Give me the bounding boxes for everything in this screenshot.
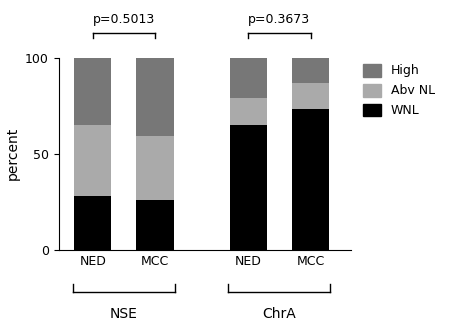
Bar <box>292 58 329 83</box>
Text: p=0.3673: p=0.3673 <box>248 13 310 26</box>
Legend: High, Abv NL, WNL: High, Abv NL, WNL <box>363 64 435 117</box>
Bar <box>230 125 267 250</box>
Bar <box>74 196 112 250</box>
Y-axis label: percent: percent <box>5 127 19 180</box>
Bar <box>230 58 267 98</box>
Bar <box>74 58 112 125</box>
Text: NSE: NSE <box>110 307 138 320</box>
Text: ChrA: ChrA <box>262 307 296 320</box>
Bar <box>230 98 267 125</box>
Bar <box>136 200 174 250</box>
Bar <box>292 83 329 109</box>
Text: p=0.5013: p=0.5013 <box>93 13 155 26</box>
Bar <box>74 125 112 196</box>
Bar <box>136 58 174 136</box>
Bar <box>292 109 329 250</box>
Bar <box>136 136 174 200</box>
